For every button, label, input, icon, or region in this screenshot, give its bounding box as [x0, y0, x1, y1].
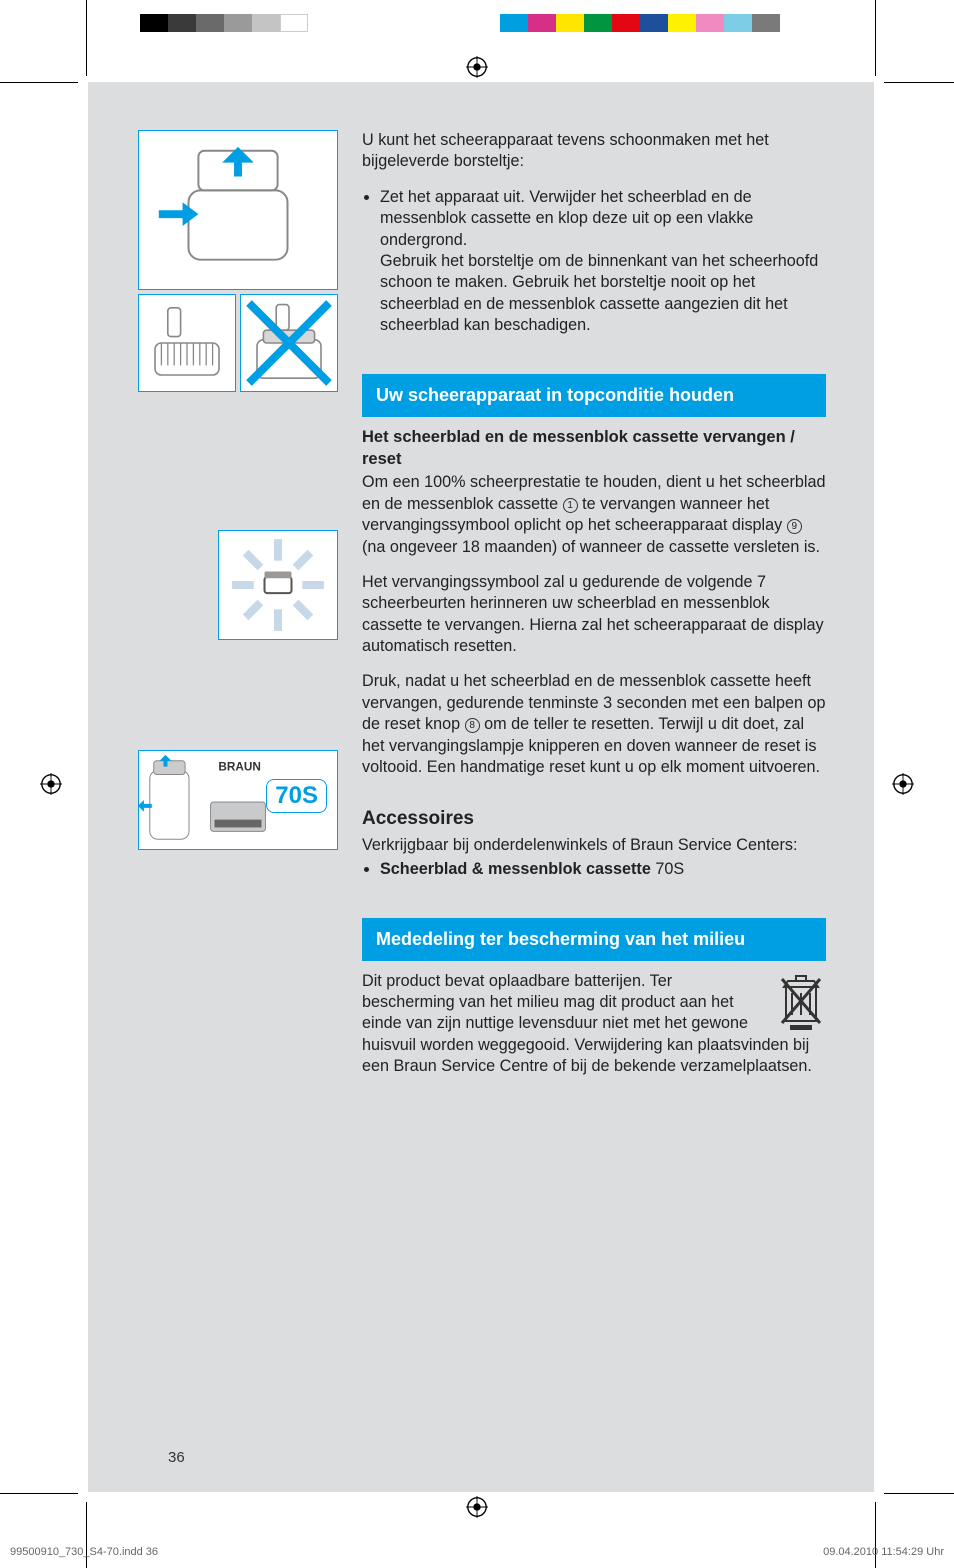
cleaning-step: Zet het apparaat uit. Verwijder het sche… — [380, 187, 826, 337]
registration-mark-icon — [40, 773, 62, 795]
text-column: U kunt het scheerapparaat tevens schoonm… — [362, 130, 826, 1452]
registration-mark-icon — [466, 56, 488, 78]
printer-marks — [0, 0, 954, 48]
page-bg: BRAUN 70S U kunt het scheerapparaat teve… — [88, 82, 874, 1492]
intro-text: U kunt het scheerapparaat tevens schoonm… — [362, 130, 826, 173]
reference-number: 1 — [563, 498, 578, 513]
section-heading-environment: Mededeling ter bescherming van het milie… — [362, 918, 826, 961]
crop-mark — [86, 1502, 87, 1568]
environment-text: Dit product bevat oplaadbare batterijen.… — [362, 971, 826, 1078]
crop-mark — [875, 0, 876, 76]
illustration-brush-not — [240, 294, 338, 392]
recycle-bin-icon — [776, 971, 826, 1031]
reference-number: 9 — [787, 519, 802, 534]
crop-mark — [884, 1493, 954, 1494]
crop-mark — [0, 1493, 78, 1494]
accessories-text: Verkrijgbaar bij onderdelenwinkels of Br… — [362, 835, 826, 856]
page-number: 36 — [168, 1449, 185, 1466]
subheading-replace: Het scheerblad en de messenblok cassette… — [362, 427, 826, 471]
svg-text:BRAUN: BRAUN — [218, 761, 260, 774]
heading-accessories: Accessoires — [362, 806, 826, 831]
replace-para-1: Om een 100% scheerprestatie te houden, d… — [362, 472, 826, 558]
replace-para-2: Het vervangingssymbool zal u gedurende d… — [362, 572, 826, 658]
accessory-item: Scheerblad & messenblok cassette 70S — [380, 859, 826, 880]
part-number-label: 70S — [266, 779, 327, 813]
footer-timestamp: 09.04.2010 11:54:29 Uhr — [823, 1546, 944, 1558]
illustration-column: BRAUN 70S — [138, 130, 338, 1452]
print-footer: 99500910_730_S4-70.indd 36 09.04.2010 11… — [10, 1546, 944, 1558]
reference-number: 8 — [465, 718, 480, 733]
crop-mark — [86, 0, 87, 76]
section-heading-maintenance: Uw scheerapparaat in topconditie houden — [362, 374, 826, 417]
color-strip — [500, 14, 780, 32]
illustration-replace-symbol — [218, 530, 338, 640]
crop-mark — [0, 82, 78, 83]
registration-mark-icon — [892, 773, 914, 795]
footer-filename: 99500910_730_S4-70.indd 36 — [10, 1546, 158, 1558]
illustration-shaver-head — [138, 130, 338, 290]
illustration-part-number: BRAUN 70S — [138, 750, 338, 850]
registration-mark-icon — [466, 1496, 488, 1518]
crop-mark — [884, 82, 954, 83]
grayscale-strip — [140, 14, 308, 32]
crop-mark — [875, 1502, 876, 1568]
illustration-cleaning — [138, 130, 338, 370]
replace-para-3: Druk, nadat u het scheerblad en de messe… — [362, 671, 826, 778]
